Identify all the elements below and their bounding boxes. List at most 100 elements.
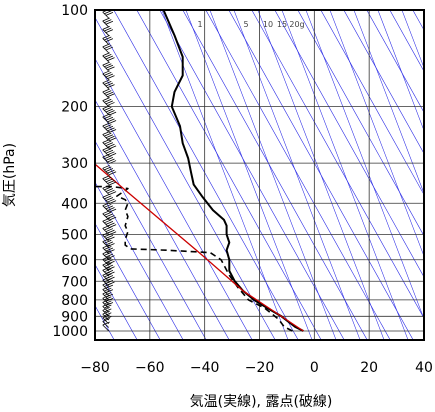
dry-adiabat-line (136, 10, 322, 340)
wind-barb-feather (105, 55, 114, 60)
wind-barb-feather (104, 106, 112, 111)
dry-adiabat-line (274, 10, 424, 278)
wind-barb-feather (105, 38, 114, 42)
wind-barb-feather (105, 142, 114, 147)
wind-barb-feather (105, 275, 114, 279)
wind-barbs (102, 1, 117, 332)
wind-barb-feather (107, 143, 115, 148)
wind-barb-feather (107, 169, 115, 174)
dry-adiabat-line (95, 58, 253, 340)
wind-barb-feather (104, 186, 112, 191)
wind-barb-feather (102, 146, 110, 151)
wind-barb-shaft (102, 306, 109, 313)
wind-barb-feather (107, 66, 115, 71)
wind-barb-feather (103, 1, 110, 4)
wind-barb-feather (104, 211, 112, 216)
wind-barb (102, 164, 117, 176)
wind-barb-feather (104, 312, 112, 317)
wind-barb-shaft (102, 293, 109, 301)
wind-barb-feather (107, 189, 115, 194)
wind-barb-feather (107, 57, 115, 61)
wind-barb-feather (105, 293, 114, 298)
wind-barb-feather (104, 124, 112, 129)
y-tick-label: 300 (61, 156, 88, 172)
wind-barb (102, 231, 115, 242)
wind-barb-shaft (102, 324, 109, 332)
wind-barb-feather (102, 122, 110, 127)
wind-barb-feather (107, 207, 115, 211)
wind-barb-feather (107, 229, 115, 234)
wind-barb-feather (107, 110, 115, 114)
wind-barb-feather (105, 247, 114, 252)
wind-barb-feather (105, 289, 114, 294)
wind-barb-feather (108, 120, 117, 124)
wind-barb-feather (102, 175, 110, 180)
wind-barb (102, 113, 117, 124)
sounding-series (95, 10, 304, 332)
wind-barb-feather (105, 241, 114, 246)
wind-barb (102, 88, 115, 99)
dry-adiabat-line (320, 10, 424, 196)
dry-adiabat-line (95, 181, 184, 340)
mixing-ratio-labels: 1 5 10 15 20g (197, 20, 304, 29)
wind-barb (102, 122, 117, 133)
wind-barb-feather (105, 134, 114, 139)
wind-barb-feather (107, 84, 115, 88)
wind-barb-feather (102, 52, 110, 57)
dry-adiabat-line (95, 222, 161, 340)
wind-barb-feather (104, 176, 112, 181)
parcel-line (95, 163, 304, 332)
wind-barb-feather (102, 321, 110, 326)
y-tick-label: 200 (61, 100, 88, 116)
wind-barb-feather (107, 93, 115, 98)
wind-barb-feather (107, 260, 115, 265)
wind-barb (102, 318, 110, 328)
wind-barb-feather (104, 257, 112, 262)
wind-barb (102, 184, 117, 196)
dry-adiabat-line (95, 140, 207, 340)
wind-barb-feather (105, 46, 114, 51)
y-tick-label: 1000 (52, 324, 88, 340)
wind-barb-feather (105, 20, 114, 25)
wind-barb-feather (104, 304, 112, 309)
wind-barb (102, 61, 115, 72)
dry-adiabat-line (95, 16, 276, 340)
wind-barb-shaft (102, 38, 109, 45)
wind-barb-feather (108, 224, 117, 228)
dry-adiabat-line (412, 10, 424, 31)
wind-barb-feather (104, 45, 112, 49)
wind-barb-feather (105, 156, 114, 161)
mixing-ratio-label: 15 (277, 20, 287, 29)
wind-barb-feather (105, 168, 114, 172)
wind-barb (102, 153, 117, 164)
dry-adiabat-line (389, 10, 424, 72)
wind-barb-feather (107, 281, 115, 286)
x-tick-label: −40 (190, 360, 220, 376)
x-tick-label: −60 (135, 360, 165, 376)
wind-barb-feather (105, 91, 114, 96)
wind-barb-feather (105, 125, 114, 130)
dry-adiabat-line (159, 10, 345, 340)
x-tick-label: 40 (415, 360, 433, 376)
wind-barb-feather (105, 29, 114, 33)
wind-barb-feather (102, 164, 110, 169)
mixing-ratio-line (424, 5, 435, 345)
wind-barb-feather (108, 160, 117, 164)
dry-adiabat-line (113, 10, 299, 340)
temperature-line (162, 10, 304, 332)
wind-barb (102, 105, 117, 116)
y-tick-label: 100 (61, 3, 88, 19)
wind-barb (102, 175, 117, 186)
wind-barb-feather (105, 108, 114, 113)
wind-barb-feather (108, 200, 117, 205)
wind-barb-feather (104, 19, 112, 24)
wind-barb-feather (104, 166, 112, 171)
dry-adiabat-line (366, 10, 424, 113)
wind-barb (102, 310, 112, 321)
wind-barb-feather (102, 318, 110, 322)
wind-barb-feather (105, 197, 114, 201)
wind-barb-shaft (102, 11, 109, 19)
wind-barb-feather (102, 70, 110, 75)
wind-barb-feather (107, 198, 115, 203)
mixing-ratio-label: 10 (263, 20, 273, 29)
